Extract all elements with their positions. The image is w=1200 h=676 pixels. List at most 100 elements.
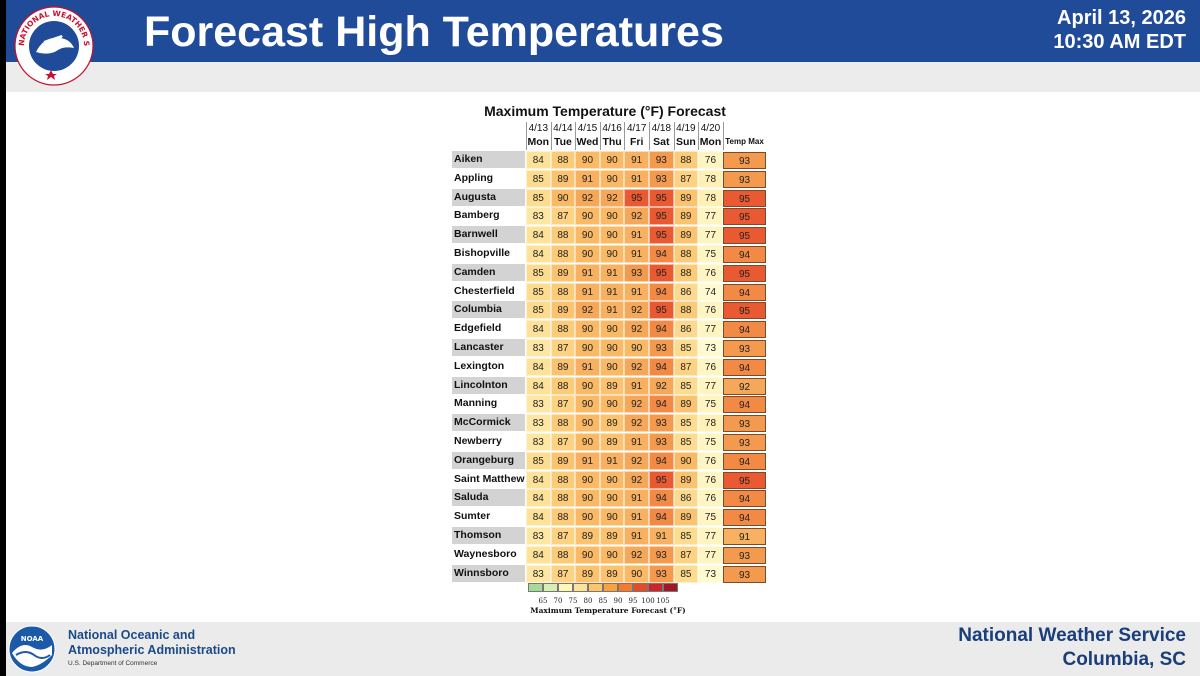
temp-cell: 90 xyxy=(575,414,600,433)
temp-cell: 90 xyxy=(575,320,600,339)
temp-cell: 88 xyxy=(550,470,576,489)
temp-cell: 93 xyxy=(649,545,674,564)
temp-cell: 88 xyxy=(550,489,576,508)
temp-max-cell: 95 xyxy=(723,302,766,320)
temp-cell: 77 xyxy=(698,527,723,545)
city-name: Lexington xyxy=(454,359,505,372)
temp-max-cell: 93 xyxy=(723,170,766,188)
temp-cell: 77 xyxy=(698,545,723,564)
column-day: Mon xyxy=(699,136,722,148)
temp-cell: 83 xyxy=(526,433,551,451)
city-name: Lancaster xyxy=(452,339,525,356)
temp-cell: 91 xyxy=(624,489,649,508)
temp-cell: 88 xyxy=(550,545,576,564)
temp-cell: 90 xyxy=(575,245,600,263)
temp-cell: 88 xyxy=(673,301,699,320)
temp-cell: 87 xyxy=(673,545,699,564)
temp-cell: 91 xyxy=(624,376,649,395)
temp-max-cell: 93 xyxy=(723,415,766,433)
temp-cell: 85 xyxy=(526,263,551,282)
temp-cell: 90 xyxy=(575,226,600,245)
temp-cell: 73 xyxy=(698,339,723,357)
city-name: Thomson xyxy=(452,527,525,544)
temp-cell: 90 xyxy=(599,339,625,357)
temp-cell: 89 xyxy=(673,207,699,226)
tempmax-header: Temp Max xyxy=(725,137,764,146)
temp-cell: 87 xyxy=(550,395,576,414)
temp-cell: 85 xyxy=(673,414,699,433)
temp-cell: 91 xyxy=(624,245,649,263)
legend-swatch xyxy=(543,583,558,592)
temp-max-cell: 94 xyxy=(723,246,766,263)
temp-cell: 90 xyxy=(575,433,600,451)
temp-max-cell: 93 xyxy=(723,340,766,357)
column-divider xyxy=(649,122,650,150)
temp-cell: 92 xyxy=(624,414,649,433)
temp-cell: 88 xyxy=(673,245,699,263)
city-name: Chesterfield xyxy=(454,284,515,297)
temp-cell: 85 xyxy=(673,564,699,583)
column-date: 4/16 xyxy=(602,123,622,134)
temp-cell: 90 xyxy=(599,508,625,527)
temp-cell: 92 xyxy=(575,301,600,320)
legend-tick-label: 65 xyxy=(538,597,548,605)
temp-cell: 75 xyxy=(698,508,723,527)
city-name: Aiken xyxy=(452,151,525,168)
temp-cell: 91 xyxy=(575,169,600,188)
temp-max-cell: 92 xyxy=(723,377,766,395)
temp-cell: 86 xyxy=(673,320,699,339)
column-divider xyxy=(526,122,527,150)
column-divider xyxy=(722,122,724,150)
temp-cell: 90 xyxy=(599,357,625,376)
temp-cell: 91 xyxy=(575,282,600,301)
temp-cell: 92 xyxy=(624,395,649,414)
temp-cell: 95 xyxy=(649,263,674,282)
temp-max-cell: 93 xyxy=(723,546,766,564)
city-name: Winnsboro xyxy=(452,564,525,582)
legend-swatch xyxy=(588,583,603,592)
city-name: Bamberg xyxy=(454,209,500,222)
temp-cell: 87 xyxy=(550,433,576,451)
temp-cell: 90 xyxy=(599,395,625,414)
city-name: Lincolnton xyxy=(452,376,525,394)
temp-cell: 90 xyxy=(599,169,625,188)
temp-cell: 90 xyxy=(550,188,576,207)
temp-cell: 89 xyxy=(575,564,600,583)
temp-cell: 87 xyxy=(550,564,576,583)
temp-cell: 88 xyxy=(550,320,576,339)
column-date: 4/13 xyxy=(528,123,549,134)
column-divider xyxy=(599,122,601,150)
temp-cell: 76 xyxy=(698,489,723,508)
temp-cell: 85 xyxy=(526,188,551,207)
issued-datetime: April 13, 2026 10:30 AM EDT xyxy=(1053,6,1186,54)
temp-cell: 95 xyxy=(649,470,674,489)
column-day: Sat xyxy=(653,136,670,148)
temp-cell: 83 xyxy=(526,414,551,433)
temp-cell: 84 xyxy=(526,508,551,527)
legend-tick-label: 100 xyxy=(641,597,655,605)
temp-cell: 90 xyxy=(599,320,625,339)
temp-max-cell: 94 xyxy=(723,490,766,508)
column-day: Sun xyxy=(675,136,696,148)
temp-cell: 92 xyxy=(575,188,600,207)
temp-cell: 90 xyxy=(575,376,600,395)
temp-cell: 92 xyxy=(624,451,649,470)
legend-title: Maximum Temperature Forecast (°F) xyxy=(530,606,686,615)
temp-cell: 89 xyxy=(673,470,699,489)
column-day: Thu xyxy=(602,136,622,148)
legend-swatch xyxy=(603,583,618,592)
temp-cell: 89 xyxy=(673,188,699,207)
temp-cell: 77 xyxy=(698,207,723,226)
temp-cell: 91 xyxy=(624,433,649,451)
temp-cell: 95 xyxy=(624,188,649,207)
temp-cell: 84 xyxy=(526,226,551,245)
page-title: Forecast High Temperatures xyxy=(144,8,724,56)
temp-cell: 85 xyxy=(673,339,699,357)
temp-cell: 89 xyxy=(599,564,625,583)
temp-cell: 91 xyxy=(624,226,649,245)
temp-cell: 92 xyxy=(624,207,649,226)
temp-cell: 88 xyxy=(550,245,576,263)
legend-swatch xyxy=(558,583,573,592)
temp-cell: 75 xyxy=(698,433,723,451)
temp-cell: 75 xyxy=(698,245,723,263)
